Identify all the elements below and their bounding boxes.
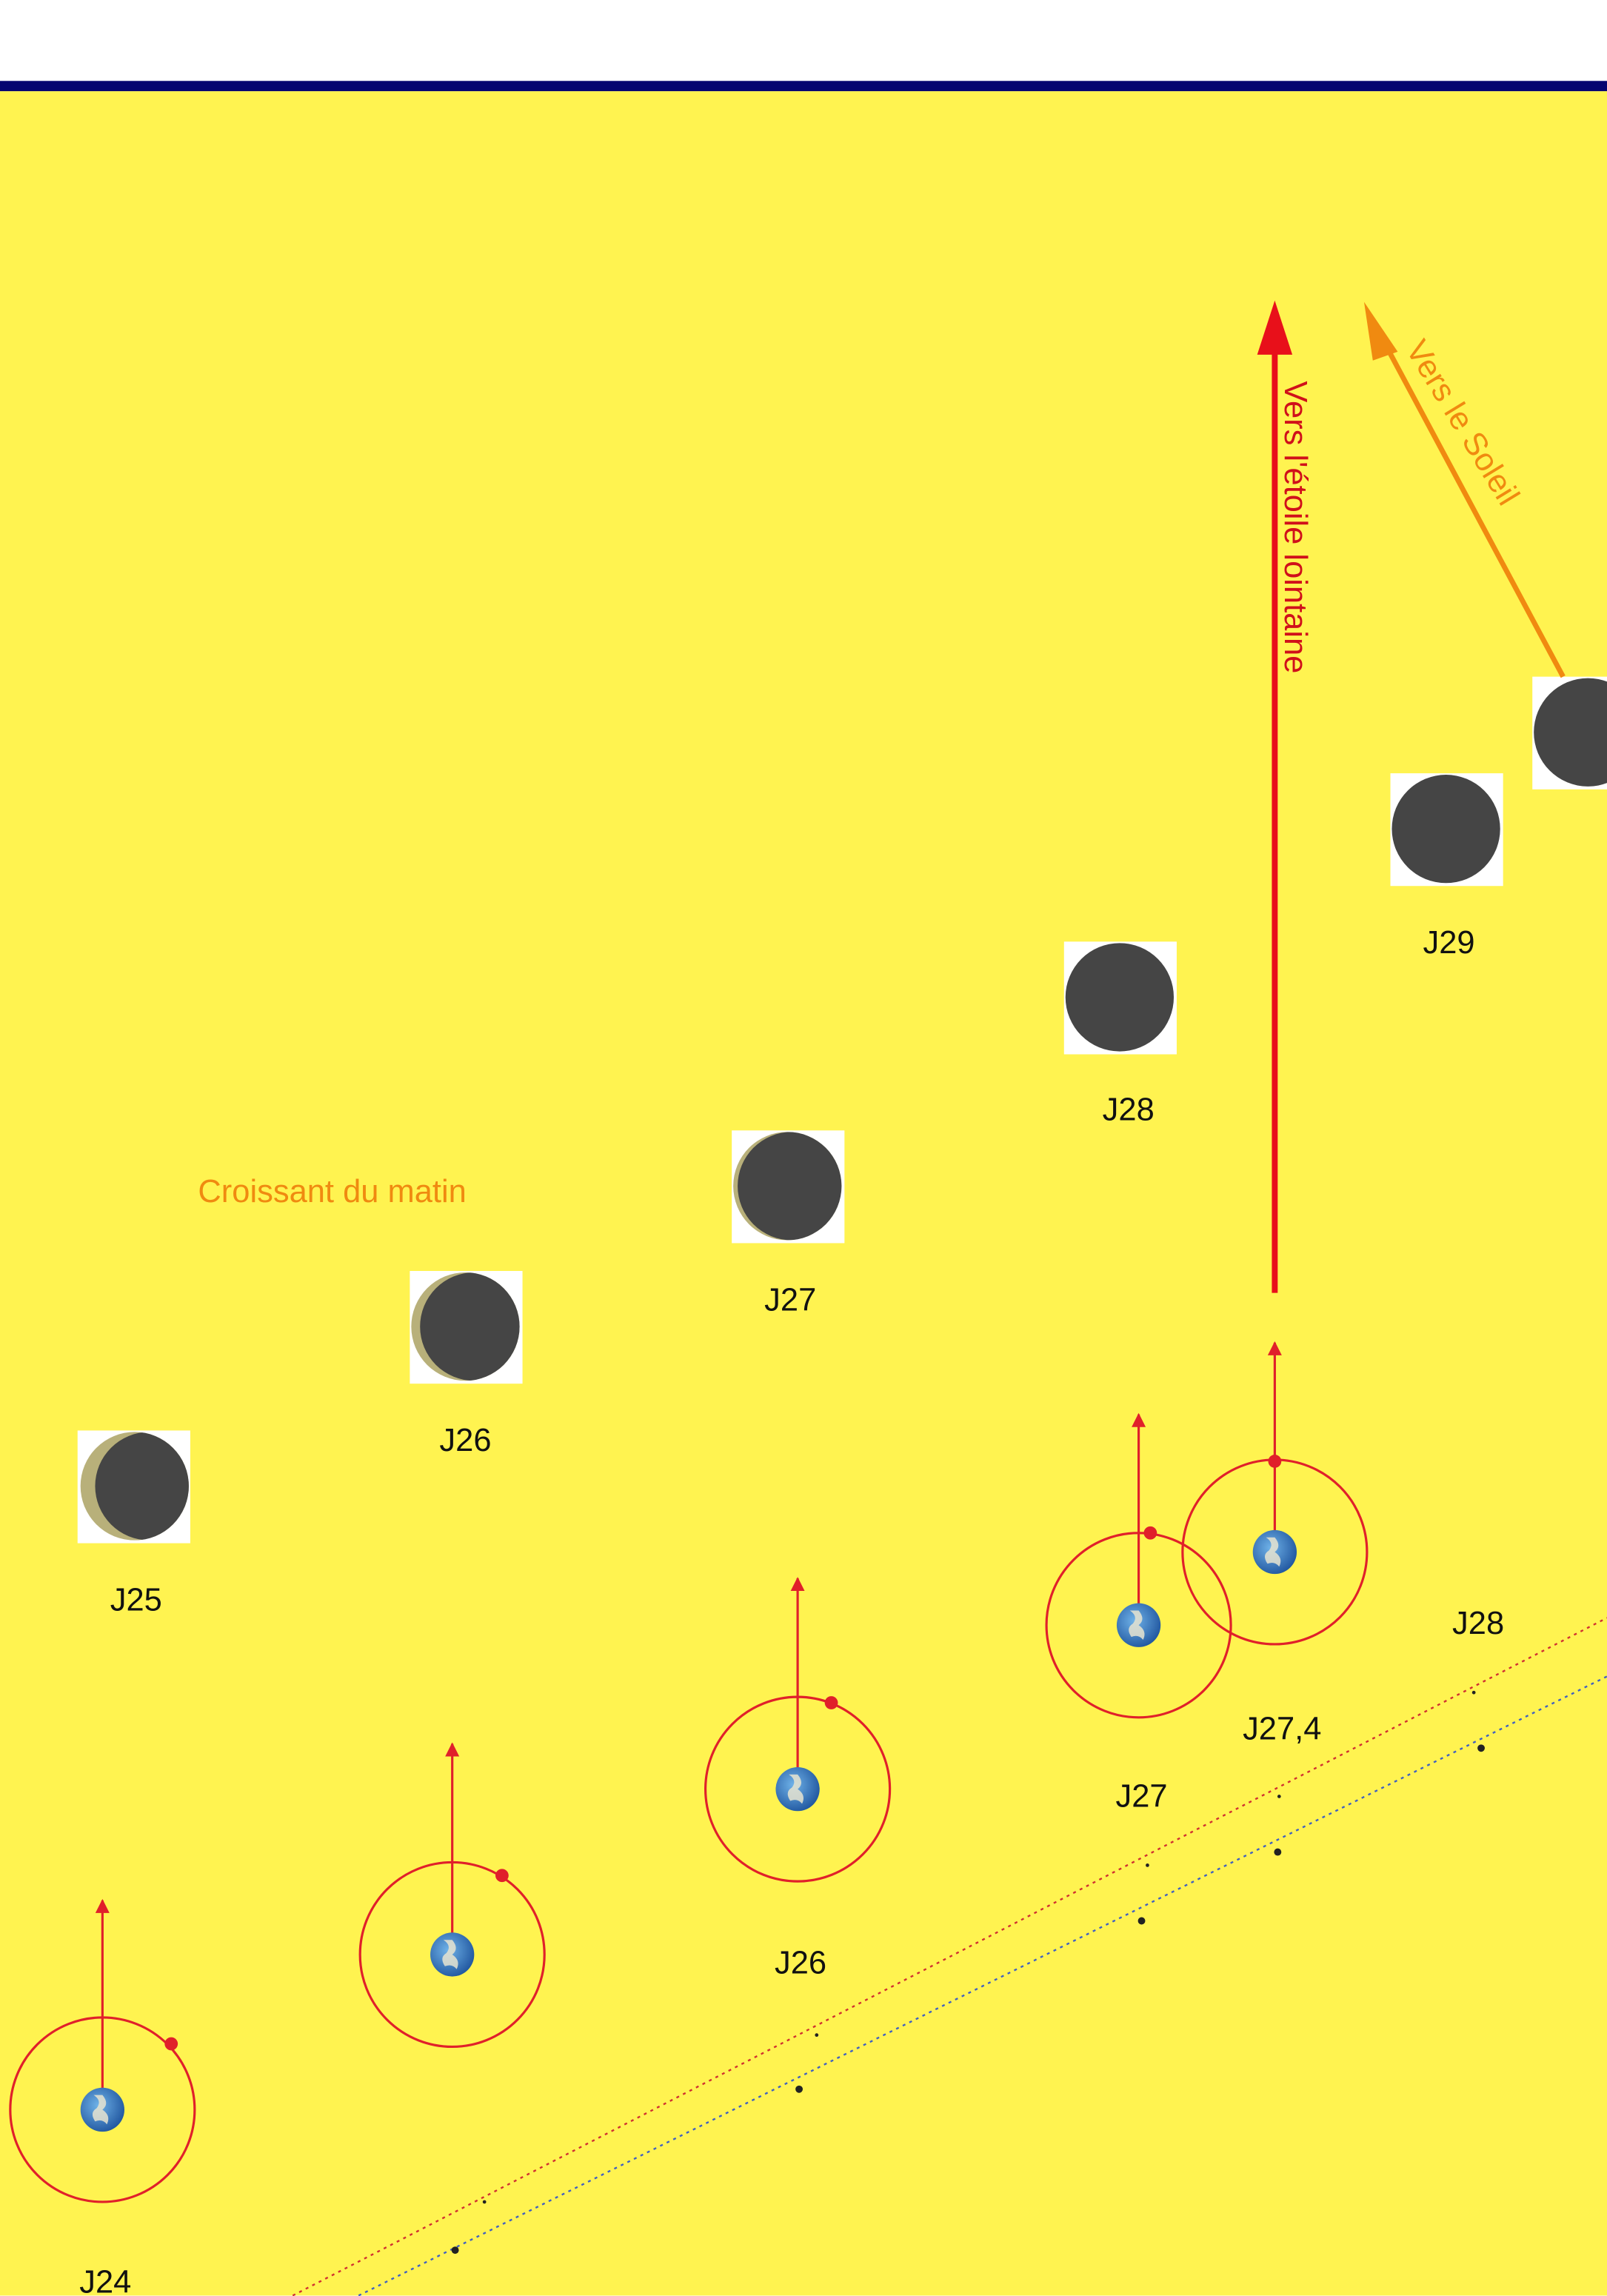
moon-label: J28 bbox=[1103, 1092, 1155, 1127]
moon-label: J25 bbox=[110, 1583, 162, 1618]
earth-label: J28 bbox=[1452, 1606, 1504, 1641]
moon-label: J26 bbox=[439, 1423, 491, 1458]
page: {"labels": {"star_direction": "Vers l'ét… bbox=[0, 0, 1607, 2296]
earth-label: J26 bbox=[775, 1946, 826, 1981]
earth-label: J27,4 bbox=[1243, 1711, 1321, 1746]
earth-label: J27 bbox=[1115, 1778, 1167, 1814]
diagram: J25 J26 J27 J28 J29 J24 J26 J27 J27,4 J2… bbox=[0, 0, 1607, 2296]
star-direction-label: Vers l'étoile lointaine bbox=[1277, 381, 1313, 673]
top-rule bbox=[0, 81, 1607, 91]
moon-label: J27 bbox=[764, 1282, 816, 1318]
phase-label: Croissant du matin bbox=[198, 1174, 466, 1209]
earth-label: J24 bbox=[79, 2264, 131, 2296]
moon-label: J29 bbox=[1423, 925, 1475, 961]
